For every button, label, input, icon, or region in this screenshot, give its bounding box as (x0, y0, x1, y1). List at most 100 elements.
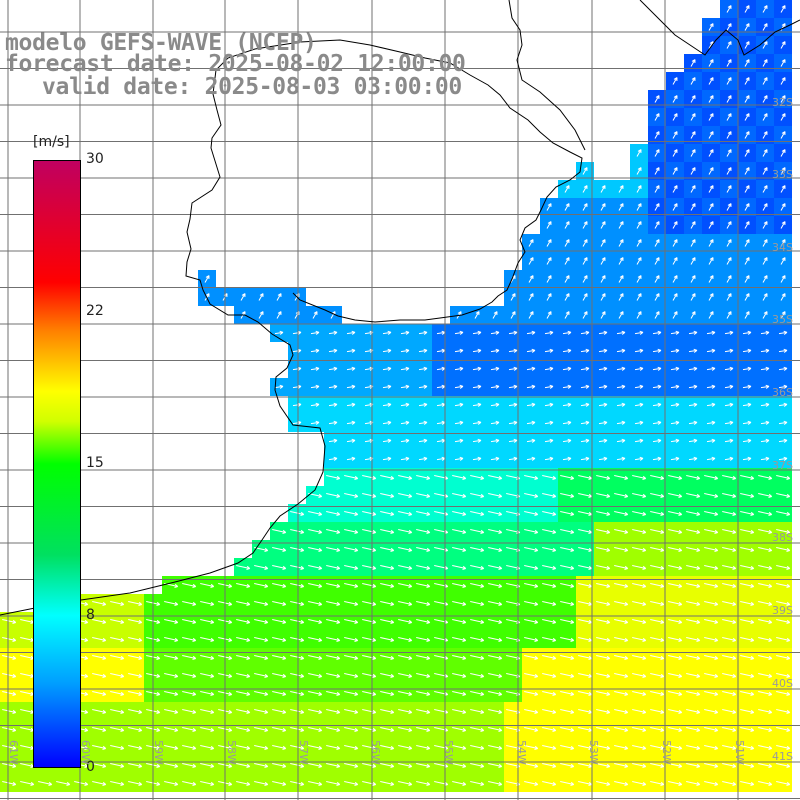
chart-title-valid-date: valid date: 2025-08-03 03:00:00 (42, 74, 462, 100)
wind-arrow (690, 203, 696, 211)
wind-arrow (578, 745, 593, 750)
wind-arrow (670, 402, 680, 407)
wind-arrow (578, 601, 593, 606)
wind-arrow (708, 185, 714, 193)
wind-arrow (578, 565, 593, 570)
wind-arrow (488, 655, 503, 660)
wind-arrow (490, 384, 500, 389)
wind-arrow (362, 727, 377, 732)
wind-arrow (544, 366, 554, 371)
wind-arrow (706, 420, 716, 425)
wind-arrow (740, 637, 755, 642)
wind-arrow (416, 691, 431, 696)
wind-arrow (614, 781, 629, 786)
wind-arrow (546, 221, 552, 229)
wind-arrow (546, 239, 552, 247)
wind-arrow (346, 330, 356, 335)
wind-arrow (670, 384, 680, 389)
wind-arrow (418, 366, 428, 371)
wind-arrow (488, 547, 503, 552)
wind-arrow (704, 691, 719, 696)
wind-arrow (326, 655, 341, 660)
wind-arrow (508, 456, 518, 461)
wind-arrow (762, 5, 768, 13)
wind-arrow (704, 763, 719, 768)
wind-arrow (258, 293, 264, 301)
wind-arrow (490, 438, 500, 443)
wind-arrow (470, 565, 485, 570)
wind-arrow (668, 691, 683, 696)
wind-arrow (758, 673, 773, 678)
wind-arrow (272, 529, 287, 534)
wind-arrow (236, 763, 251, 768)
wind-arrow (380, 547, 395, 552)
latitude-label: 36S (772, 386, 793, 399)
wind-arrow (344, 745, 359, 750)
latitude-label: 38S (772, 531, 793, 544)
latitude-label: 40S (772, 677, 793, 690)
wind-arrow (724, 348, 734, 353)
wind-arrow (758, 547, 773, 552)
wind-arrow (780, 239, 786, 247)
wind-arrow (308, 529, 323, 534)
wind-arrow (254, 637, 269, 642)
wind-arrow (580, 384, 590, 389)
wind-arrow (128, 781, 143, 786)
wind-arrow (452, 655, 467, 660)
wind-arrow (380, 511, 395, 516)
wind-arrow (2, 781, 17, 786)
wind-arrow (470, 655, 485, 660)
wind-arrow (326, 565, 341, 570)
wind-arrow (740, 673, 755, 678)
wind-arrow (636, 293, 642, 301)
wind-arrow (454, 384, 464, 389)
wind-arrow (272, 745, 287, 750)
wind-arrow (632, 781, 647, 786)
wind-arrow (2, 763, 17, 768)
wind-arrow (636, 185, 642, 193)
wind-arrow (778, 330, 788, 335)
wind-arrow (416, 655, 431, 660)
wind-arrow (326, 781, 341, 786)
wind-arrow (400, 438, 410, 443)
wind-arrow (452, 583, 467, 588)
wind-arrow (254, 691, 269, 696)
wind-arrow (308, 601, 323, 606)
wind-arrow (182, 691, 197, 696)
wind-arrow (596, 583, 611, 588)
wind-arrow (760, 456, 770, 461)
wind-arrow (272, 583, 287, 588)
wind-arrow (582, 311, 588, 319)
wind-arrow (542, 673, 557, 678)
wind-arrow (776, 727, 791, 732)
wind-arrow (670, 420, 680, 425)
wind-arrow (200, 673, 215, 678)
wind-arrow (652, 330, 662, 335)
wind-arrow (722, 475, 737, 480)
wind-arrow (272, 619, 287, 624)
wind-arrow (704, 529, 719, 534)
wind-arrow (762, 275, 768, 283)
wind-arrow (418, 330, 428, 335)
wind-arrow (416, 583, 431, 588)
wind-arrow (326, 763, 341, 768)
longitude-label: 61W (7, 740, 20, 765)
longitude-label: 53W (587, 740, 600, 765)
wind-arrow (780, 203, 786, 211)
wind-arrow (400, 456, 410, 461)
wind-arrow (634, 330, 644, 335)
wind-arrow (344, 673, 359, 678)
wind-arrow (614, 619, 629, 624)
wind-arrow (362, 763, 377, 768)
wind-arrow (276, 293, 282, 301)
wind-arrow (200, 691, 215, 696)
wind-arrow (708, 221, 714, 229)
wind-arrow (686, 709, 701, 714)
wind-arrow (596, 727, 611, 732)
wind-arrow (650, 709, 665, 714)
wind-arrow (382, 366, 392, 371)
wind-arrow (236, 709, 251, 714)
wind-arrow (708, 257, 714, 265)
wind-arrow (528, 311, 534, 319)
longitude-label: 55W (442, 740, 455, 765)
